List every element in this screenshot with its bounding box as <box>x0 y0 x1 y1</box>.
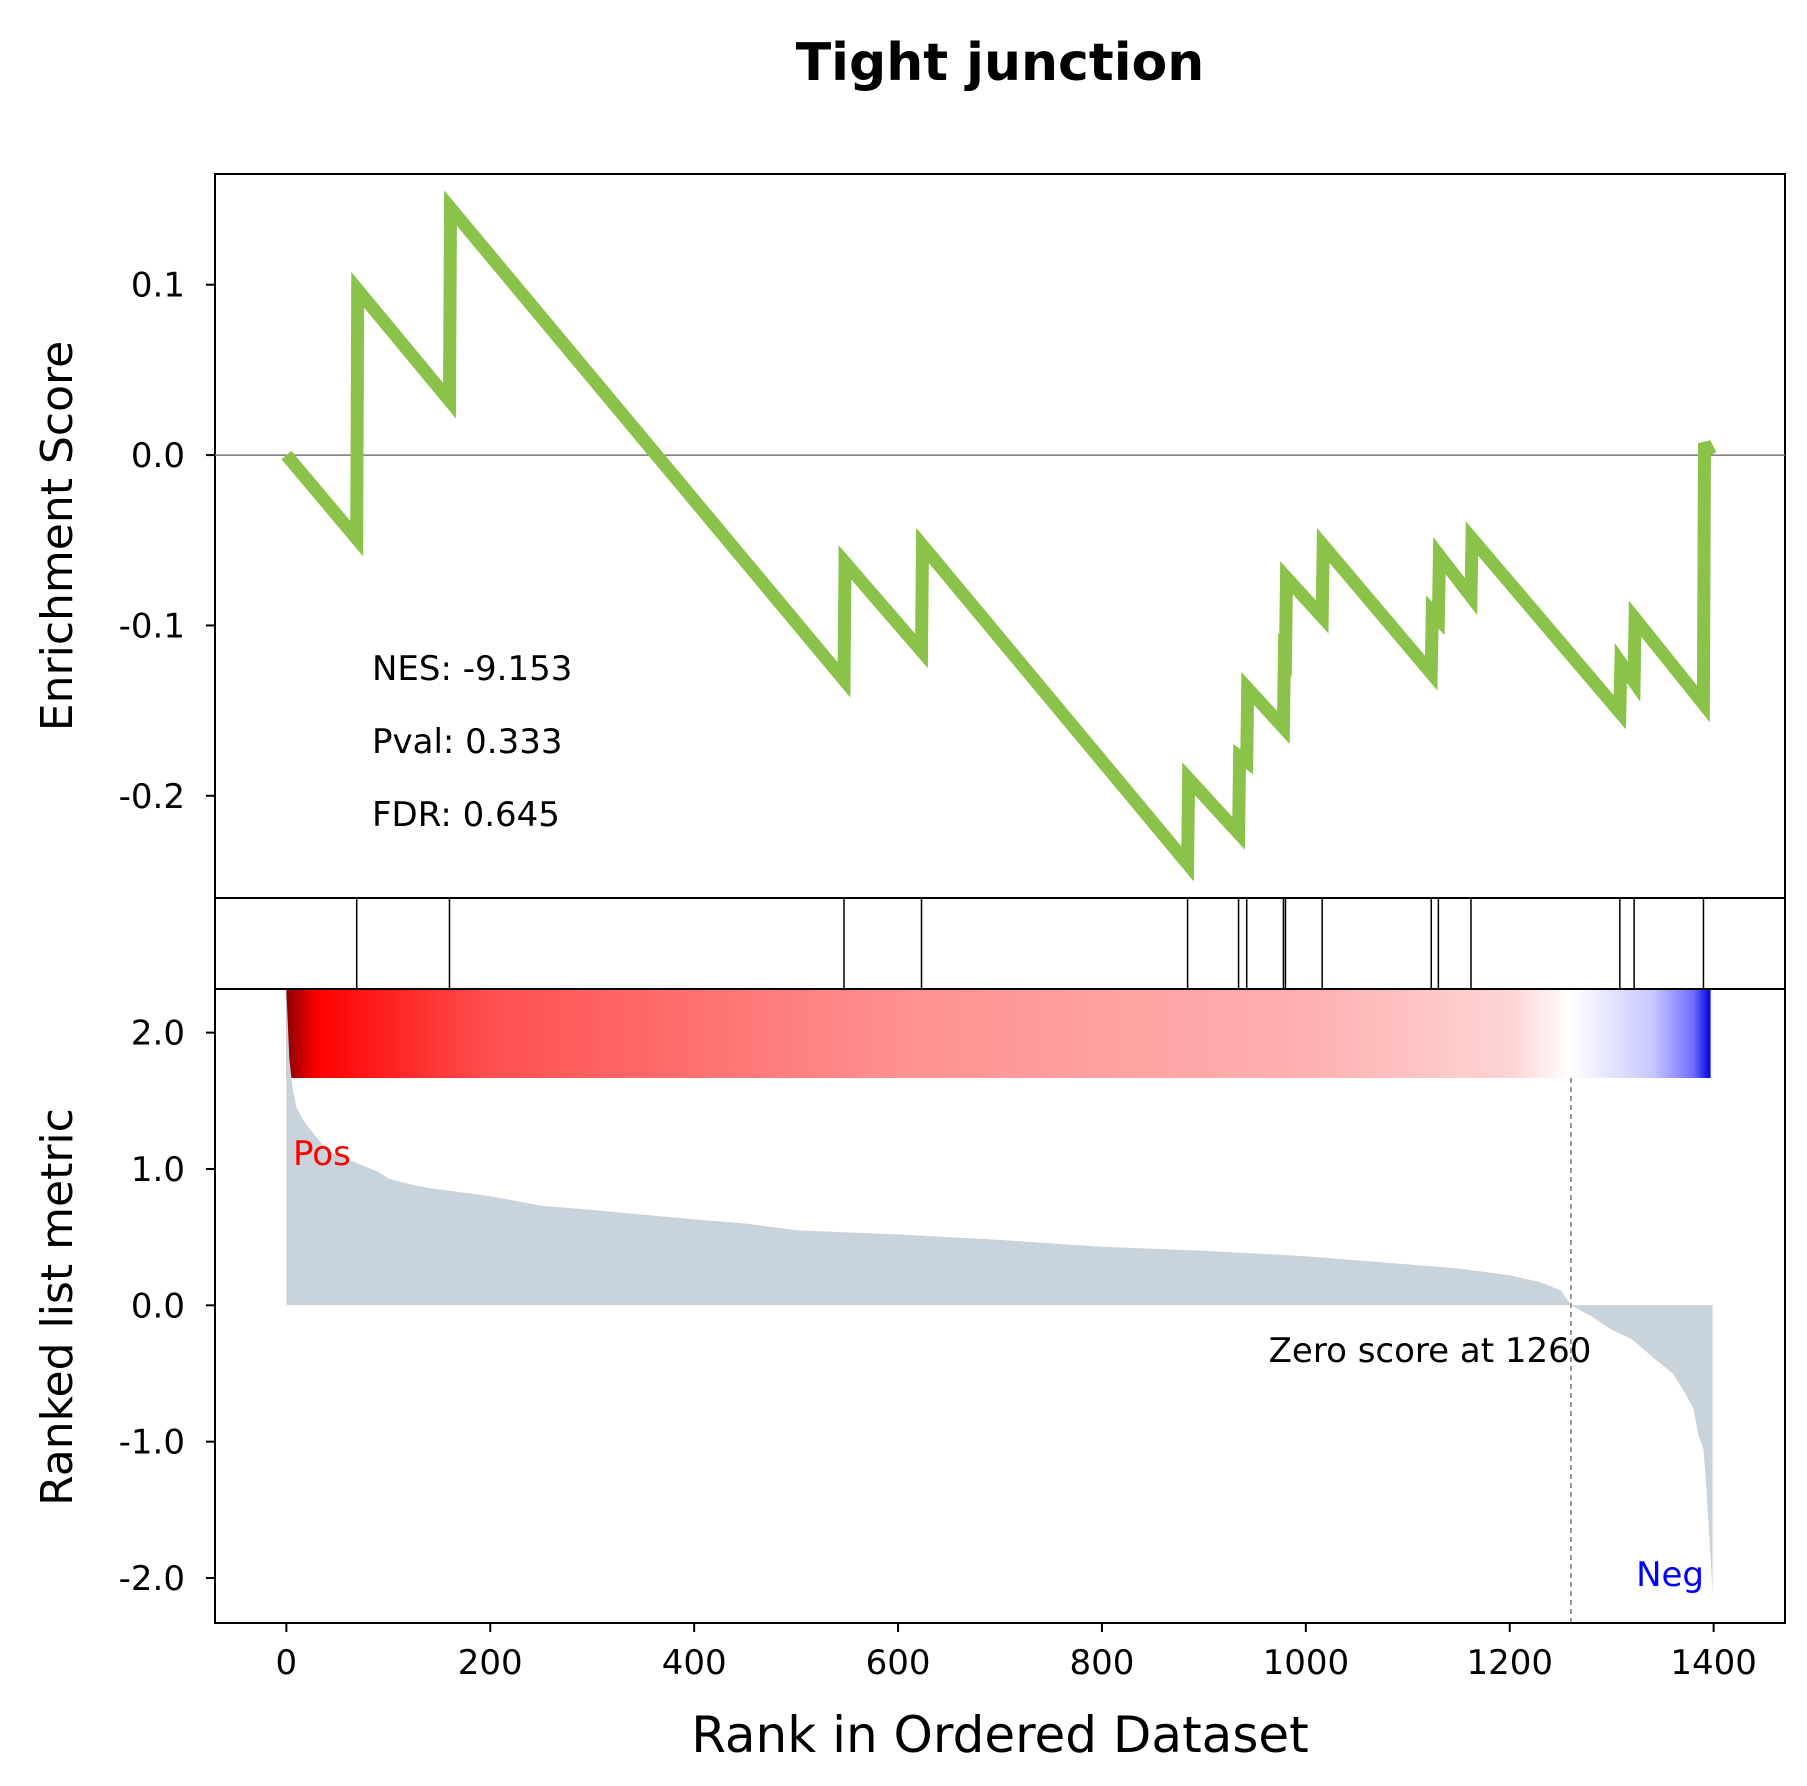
hit-lines <box>355 898 1705 989</box>
metric-y-tick-label: 1.0 <box>131 1150 185 1190</box>
x-tick-label: 800 <box>1069 1643 1134 1683</box>
hits-panel <box>214 897 1786 990</box>
nes-stat: NES: -9.153 <box>372 649 572 689</box>
neg-label: Neg <box>1636 1555 1704 1595</box>
es-y-tick-label: -0.2 <box>119 777 185 817</box>
metric-y-tick-label: 0.0 <box>131 1286 185 1326</box>
pos-label: Pos <box>293 1134 351 1174</box>
metric-y-tick-label: -2.0 <box>119 1559 185 1599</box>
pval-stat: Pval: 0.333 <box>372 722 563 762</box>
es-y-tick-label: -0.1 <box>119 606 185 646</box>
es-y-tick-label: 0.1 <box>131 266 185 306</box>
x-axis-label: Rank in Ordered Dataset <box>691 1706 1308 1764</box>
x-tick-label: 1000 <box>1263 1643 1350 1683</box>
hits-panel-frame <box>214 897 1786 990</box>
fdr-stat: FDR: 0.645 <box>372 795 560 835</box>
metric-y-axis: 2.0 1.0 0.0 -1.0 -2.0 <box>119 1014 215 1599</box>
zero-score-label: Zero score at 1260 <box>1269 1331 1592 1371</box>
x-tick-label: 0 <box>276 1643 298 1683</box>
es-y-axis-label: Enrichment Score <box>32 341 83 731</box>
metric-panel-frame <box>214 989 1786 1624</box>
x-axis: 0 200 400 600 800 1000 1200 1400 <box>276 1623 1757 1683</box>
metric-area <box>286 991 1713 1596</box>
es-curve <box>281 190 1717 882</box>
colorbar <box>286 990 1711 1078</box>
x-tick-label: 200 <box>458 1643 523 1683</box>
metric-y-tick-label: 2.0 <box>131 1014 185 1054</box>
es-panel: 0.1 0.0 -0.1 -0.2 Enrichment Score NES: -9.… <box>32 173 1786 899</box>
x-tick-label: 600 <box>866 1643 931 1683</box>
x-tick-label: 1200 <box>1466 1643 1553 1683</box>
x-tick-label: 1400 <box>1670 1643 1757 1683</box>
chart-title: Tight junction <box>796 33 1205 93</box>
es-y-tick-label: 0.0 <box>131 436 185 476</box>
metric-y-axis-label: Ranked list metric <box>32 1108 83 1506</box>
metric-panel: Zero score at 1260 Pos Neg 2.0 1.0 0.0 -1.0… <box>32 989 1786 1764</box>
es-y-axis: 0.1 0.0 -0.1 -0.2 <box>119 266 215 817</box>
metric-y-tick-label: -1.0 <box>119 1423 185 1463</box>
x-tick-label: 400 <box>662 1643 727 1683</box>
